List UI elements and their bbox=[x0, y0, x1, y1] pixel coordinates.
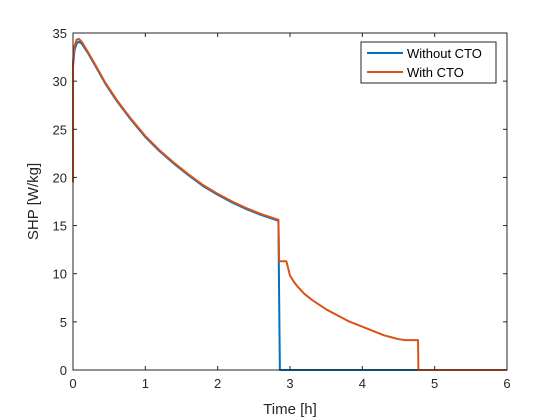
series-line-without-cto bbox=[72, 40, 507, 371]
y-tick-label: 30 bbox=[53, 74, 67, 89]
x-axis-label: Time [h] bbox=[263, 401, 317, 418]
y-axis-label: SHP [W/kg] bbox=[25, 163, 42, 240]
y-tick-label: 15 bbox=[53, 219, 67, 234]
x-tick-label: 6 bbox=[503, 376, 510, 391]
y-tick-label: 25 bbox=[53, 122, 67, 137]
y-tick-label: 0 bbox=[60, 363, 67, 378]
plot-lines bbox=[72, 37, 507, 371]
x-tick-label: 0 bbox=[69, 376, 76, 391]
legend-label: Without CTO bbox=[407, 46, 482, 61]
x-tick-label: 4 bbox=[359, 376, 366, 391]
y-tick-label: 20 bbox=[53, 170, 67, 185]
series-line-with-cto bbox=[72, 37, 507, 371]
plot-frame bbox=[72, 32, 508, 371]
x-tick-label: 2 bbox=[214, 376, 221, 391]
x-tick-label: 1 bbox=[142, 376, 149, 391]
legend-box bbox=[360, 41, 497, 84]
legend: Without CTO With CTO bbox=[360, 41, 497, 84]
y-tick-label: 35 bbox=[53, 26, 67, 41]
ticks: 0 1 2 3 4 5 6 0 5 10 15 20 25 30 35 bbox=[53, 26, 511, 391]
y-tick-label: 5 bbox=[60, 315, 67, 330]
x-tick-label: 3 bbox=[286, 376, 293, 391]
y-tick-label: 10 bbox=[53, 267, 67, 282]
legend-label: With CTO bbox=[407, 65, 464, 80]
x-tick-label: 5 bbox=[431, 376, 438, 391]
